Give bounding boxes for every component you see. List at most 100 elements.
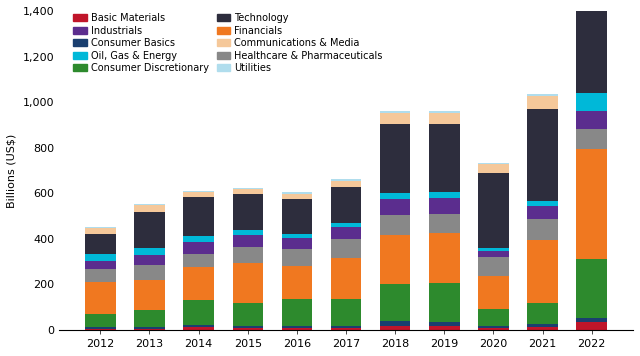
Bar: [134, 265, 164, 280]
Bar: [85, 254, 116, 261]
Bar: [232, 303, 263, 326]
Bar: [429, 283, 460, 322]
Bar: [134, 280, 164, 309]
Bar: [331, 227, 361, 239]
Bar: [331, 299, 361, 326]
Bar: [282, 328, 312, 330]
Bar: [478, 309, 509, 326]
Bar: [331, 187, 361, 223]
Bar: [577, 259, 607, 318]
Bar: [282, 192, 312, 194]
Bar: [331, 239, 361, 257]
Bar: [85, 329, 116, 330]
Bar: [282, 238, 312, 249]
Bar: [527, 327, 558, 330]
Bar: [134, 248, 164, 256]
Bar: [429, 111, 460, 113]
Bar: [380, 199, 410, 215]
Bar: [331, 180, 361, 187]
Bar: [527, 94, 558, 95]
Bar: [85, 314, 116, 326]
Bar: [85, 261, 116, 269]
Bar: [429, 322, 460, 326]
Bar: [429, 198, 460, 214]
Bar: [577, 129, 607, 149]
Bar: [527, 201, 558, 206]
Bar: [380, 321, 410, 326]
Bar: [380, 193, 410, 199]
Bar: [429, 326, 460, 330]
Bar: [232, 230, 263, 235]
Bar: [232, 189, 263, 194]
Bar: [85, 326, 116, 329]
Bar: [429, 192, 460, 198]
Bar: [527, 324, 558, 327]
Bar: [184, 236, 214, 242]
Bar: [331, 328, 361, 330]
Bar: [85, 269, 116, 282]
Bar: [331, 326, 361, 328]
Bar: [429, 113, 460, 125]
Bar: [184, 254, 214, 267]
Bar: [527, 303, 558, 324]
Bar: [429, 233, 460, 283]
Bar: [380, 124, 410, 193]
Bar: [184, 267, 214, 300]
Bar: [134, 205, 164, 212]
Bar: [429, 214, 460, 233]
Bar: [380, 235, 410, 284]
Bar: [577, 111, 607, 129]
Bar: [282, 194, 312, 199]
Bar: [282, 326, 312, 328]
Bar: [184, 327, 214, 330]
Bar: [184, 191, 214, 192]
Y-axis label: Billions (US$): Billions (US$): [7, 134, 17, 208]
Bar: [282, 234, 312, 238]
Bar: [232, 235, 263, 247]
Bar: [85, 228, 116, 234]
Bar: [380, 215, 410, 235]
Bar: [85, 227, 116, 228]
Bar: [577, 318, 607, 322]
Bar: [478, 173, 509, 248]
Bar: [331, 257, 361, 299]
Bar: [232, 247, 263, 263]
Legend: Basic Materials, Industrials, Consumer Basics, Oil, Gas & Energy, Consumer Discr: Basic Materials, Industrials, Consumer B…: [70, 9, 387, 77]
Bar: [134, 309, 164, 326]
Bar: [134, 326, 164, 329]
Bar: [184, 197, 214, 236]
Bar: [577, 322, 607, 330]
Bar: [184, 242, 214, 254]
Bar: [134, 329, 164, 330]
Bar: [282, 299, 312, 326]
Bar: [184, 300, 214, 325]
Bar: [478, 162, 509, 164]
Bar: [380, 284, 410, 321]
Bar: [232, 194, 263, 230]
Bar: [577, 94, 607, 111]
Bar: [232, 188, 263, 189]
Bar: [527, 95, 558, 109]
Bar: [331, 223, 361, 227]
Bar: [134, 212, 164, 248]
Bar: [232, 263, 263, 303]
Bar: [134, 204, 164, 205]
Bar: [380, 111, 410, 113]
Bar: [85, 234, 116, 254]
Bar: [282, 199, 312, 234]
Bar: [184, 192, 214, 197]
Bar: [478, 251, 509, 257]
Bar: [134, 256, 164, 265]
Bar: [478, 164, 509, 173]
Bar: [577, 149, 607, 259]
Bar: [331, 179, 361, 180]
Bar: [429, 125, 460, 192]
Bar: [85, 282, 116, 314]
Bar: [478, 326, 509, 328]
Bar: [232, 326, 263, 328]
Bar: [478, 328, 509, 330]
Bar: [282, 249, 312, 266]
Bar: [527, 219, 558, 240]
Bar: [380, 326, 410, 330]
Bar: [232, 328, 263, 330]
